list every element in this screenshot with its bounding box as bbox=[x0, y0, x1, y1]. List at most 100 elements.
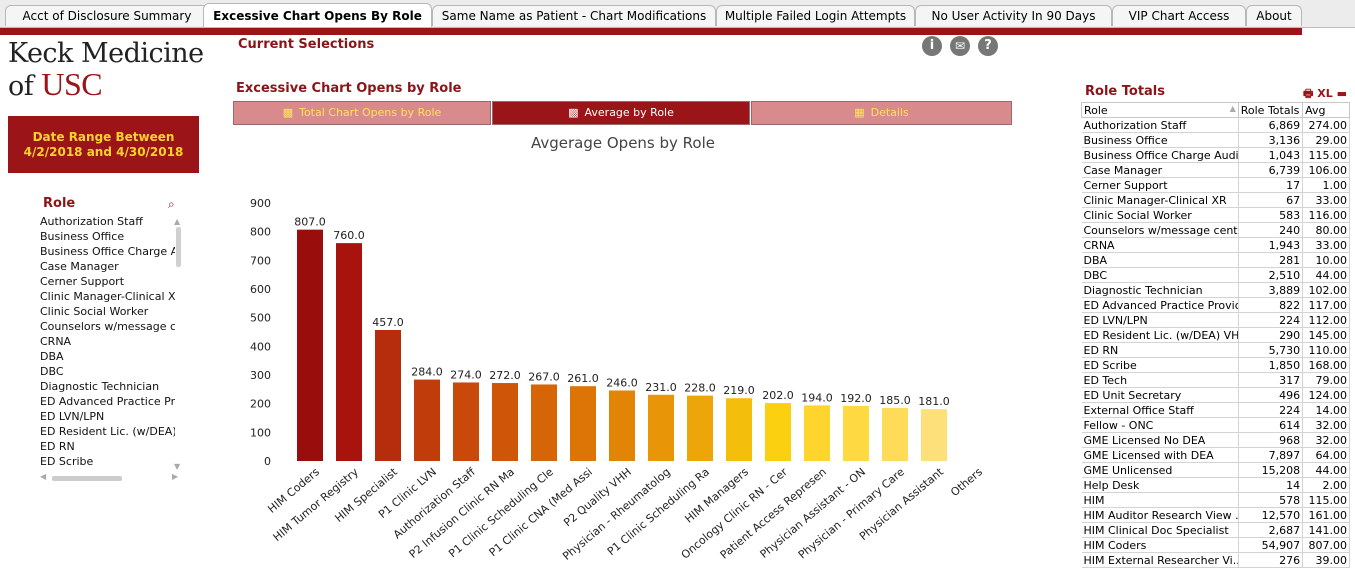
help-icon[interactable]: ? bbox=[978, 36, 998, 56]
details-button[interactable]: ▦ Details bbox=[751, 101, 1012, 125]
cell-role-total: 1,043 bbox=[1238, 147, 1304, 163]
role-list-item[interactable]: Authorization Staff bbox=[40, 215, 143, 228]
role-list-item[interactable]: Business Office bbox=[40, 230, 125, 243]
email-icon[interactable]: ✉ bbox=[950, 36, 970, 56]
table-row[interactable]: GME Licensed with DEA 7,897 64.00 bbox=[1081, 447, 1350, 463]
role-list-item[interactable]: DBC bbox=[40, 365, 64, 378]
tab-excessive-chart-opens-by-role[interactable]: Excessive Chart Opens By Role bbox=[203, 3, 432, 27]
minimize-icon[interactable]: ▬ bbox=[1336, 87, 1347, 100]
cell-role-total: 6,869 bbox=[1238, 117, 1304, 133]
table-row[interactable]: Business Office Charge Auditor 1,043 115.0… bbox=[1081, 147, 1350, 163]
role-list-item[interactable]: Clinic Social Worker bbox=[40, 305, 149, 318]
role-list-item[interactable]: ED RN bbox=[40, 440, 75, 453]
column-header-role-totals[interactable]: Role Totals bbox=[1237, 102, 1304, 118]
table-row[interactable]: Help Desk 14 2.00 bbox=[1081, 477, 1350, 493]
cell-role-total: 578 bbox=[1238, 492, 1304, 508]
cell-avg: 106.00 bbox=[1302, 162, 1350, 178]
role-listbox: Authorization Staff Business Office Busine… bbox=[40, 214, 175, 469]
table-row[interactable]: Fellow - ONC 614 32.00 bbox=[1081, 417, 1350, 433]
search-icon[interactable]: ⌕ bbox=[168, 197, 175, 211]
chart-section-title: Excessive Chart Opens by Role bbox=[236, 81, 462, 96]
scroll-thumb[interactable] bbox=[176, 227, 181, 267]
table-row[interactable]: Diagnostic Technician 3,889 102.00 bbox=[1081, 282, 1350, 298]
table-row[interactable]: Cerner Support 17 1.00 bbox=[1081, 177, 1350, 193]
cell-avg: 1.00 bbox=[1302, 177, 1350, 193]
bar bbox=[921, 409, 947, 461]
tab-no-user-activity-90-days[interactable]: No User Activity In 90 Days bbox=[915, 5, 1112, 26]
table-row[interactable]: CRNA 1,943 33.00 bbox=[1081, 237, 1350, 253]
role-list-item[interactable]: ED Resident Lic. (w/DEA) VI bbox=[40, 425, 175, 438]
role-list-item[interactable]: ED Advanced Practice Prov bbox=[40, 395, 175, 408]
role-list-item[interactable]: ED LVN/LPN bbox=[40, 410, 105, 423]
table-row[interactable]: ED Advanced Practice Provider 822 117.00 bbox=[1081, 297, 1350, 313]
table-row[interactable]: ED Scribe 1,850 168.00 bbox=[1081, 357, 1350, 373]
role-list-item[interactable]: ED Scribe bbox=[40, 455, 94, 468]
info-icon[interactable]: i bbox=[922, 36, 942, 56]
role-list-item[interactable]: Diagnostic Technician bbox=[40, 380, 160, 393]
table-row[interactable]: ED Resident Lic. (w/DEA) VHH 290 145.00 bbox=[1081, 327, 1350, 343]
tab-about[interactable]: About bbox=[1246, 5, 1302, 26]
current-selections-label[interactable]: Current Selections bbox=[238, 37, 375, 52]
column-header-avg[interactable]: Avg bbox=[1302, 102, 1350, 118]
table-row[interactable]: ED Unit Secretary 496 124.00 bbox=[1081, 387, 1350, 403]
table-row[interactable]: HIM Auditor Research View ... 12,570 161.0… bbox=[1081, 507, 1350, 523]
table-row[interactable]: HIM Clinical Doc Specialist 2,687 141.00 bbox=[1081, 522, 1350, 538]
table-row[interactable]: ED Tech 317 79.00 bbox=[1081, 372, 1350, 388]
table-row[interactable]: GME Licensed No DEA 968 32.00 bbox=[1081, 432, 1350, 448]
cell-role-total: 15,208 bbox=[1238, 462, 1304, 478]
cell-role-total: 1,943 bbox=[1238, 237, 1304, 253]
role-list-horizontal-scrollbar[interactable]: ◀ ▶ bbox=[40, 472, 180, 482]
table-row[interactable]: HIM Coders 54,907 807.00 bbox=[1081, 537, 1350, 553]
role-list-item[interactable]: Counselors w/message cen bbox=[40, 320, 175, 333]
bar bbox=[375, 329, 401, 461]
cell-role-total: 7,897 bbox=[1238, 447, 1304, 463]
scroll-down-arrow-icon[interactable]: ▼ bbox=[174, 462, 181, 471]
cell-role: Clinic Social Worker bbox=[1081, 207, 1239, 223]
bar-value-label: 202.0 bbox=[762, 389, 794, 402]
total-chart-opens-button[interactable]: ▩ Total Chart Opens by Role bbox=[233, 101, 491, 125]
tab-acct-of-disclosure-summary[interactable]: Acct of Disclosure Summary bbox=[5, 5, 209, 26]
role-list-item[interactable]: Clinic Manager-Clinical XR bbox=[40, 290, 175, 303]
tab-multiple-failed-login-attempts[interactable]: Multiple Failed Login Attempts bbox=[716, 5, 915, 26]
table-row[interactable]: HIM 578 115.00 bbox=[1081, 492, 1350, 508]
table-row[interactable]: Clinic Social Worker 583 116.00 bbox=[1081, 207, 1350, 223]
tab-same-name-as-patient[interactable]: Same Name as Patient - Chart Modificatio… bbox=[432, 5, 716, 26]
table-row[interactable]: DBC 2,510 44.00 bbox=[1081, 267, 1350, 283]
average-by-role-button[interactable]: ▩ Average by Role bbox=[492, 101, 750, 125]
cell-avg: 274.00 bbox=[1302, 117, 1350, 133]
scroll-thumb[interactable] bbox=[52, 476, 122, 481]
print-icon[interactable]: 🖶 bbox=[1303, 87, 1314, 100]
keck-medicine-usc-logo: Keck Medicine of USC bbox=[8, 38, 204, 102]
table-row[interactable]: DBA 281 10.00 bbox=[1081, 252, 1350, 268]
role-list-vertical-scrollbar[interactable]: ▲ ▼ bbox=[174, 217, 182, 471]
bar bbox=[726, 398, 752, 461]
role-list-item[interactable]: Business Office Charge Auc bbox=[40, 245, 175, 258]
tab-vip-chart-access[interactable]: VIP Chart Access bbox=[1112, 5, 1246, 26]
table-icon: ▦ bbox=[854, 106, 865, 119]
cell-role: CRNA bbox=[1081, 237, 1239, 253]
bar-value-label: 457.0 bbox=[372, 316, 404, 329]
excel-export-icon[interactable]: XL bbox=[1317, 87, 1333, 100]
column-header-role[interactable]: Role ▲ bbox=[1081, 102, 1239, 118]
table-row[interactable]: ED RN 5,730 110.00 bbox=[1081, 342, 1350, 358]
y-tick-label: 400 bbox=[250, 340, 271, 353]
table-row[interactable]: Case Manager 6,739 106.00 bbox=[1081, 162, 1350, 178]
table-row[interactable]: Counselors w/message center 240 80.00 bbox=[1081, 222, 1350, 238]
cell-role-total: 968 bbox=[1238, 432, 1304, 448]
role-list-item[interactable]: Cerner Support bbox=[40, 275, 125, 288]
scroll-right-arrow-icon[interactable]: ▶ bbox=[172, 472, 179, 481]
table-row[interactable]: GME Unlicensed 15,208 44.00 bbox=[1081, 462, 1350, 478]
scroll-left-arrow-icon[interactable]: ◀ bbox=[40, 472, 47, 481]
cell-role: GME Unlicensed bbox=[1081, 462, 1239, 478]
cell-avg: 168.00 bbox=[1302, 357, 1350, 373]
table-row[interactable]: HIM External Researcher Vi... 276 39.00 bbox=[1081, 552, 1350, 568]
table-row[interactable]: External Office Staff 224 14.00 bbox=[1081, 402, 1350, 418]
role-list-item[interactable]: DBA bbox=[40, 350, 64, 363]
table-row[interactable]: Clinic Manager-Clinical XR 67 33.00 bbox=[1081, 192, 1350, 208]
table-row[interactable]: Business Office 3,136 29.00 bbox=[1081, 132, 1350, 148]
scroll-up-arrow-icon[interactable]: ▲ bbox=[174, 217, 181, 226]
role-list-item[interactable]: Case Manager bbox=[40, 260, 119, 273]
role-list-item[interactable]: CRNA bbox=[40, 335, 72, 348]
table-row[interactable]: Authorization Staff 6,869 274.00 bbox=[1081, 117, 1350, 133]
table-row[interactable]: ED LVN/LPN 224 112.00 bbox=[1081, 312, 1350, 328]
